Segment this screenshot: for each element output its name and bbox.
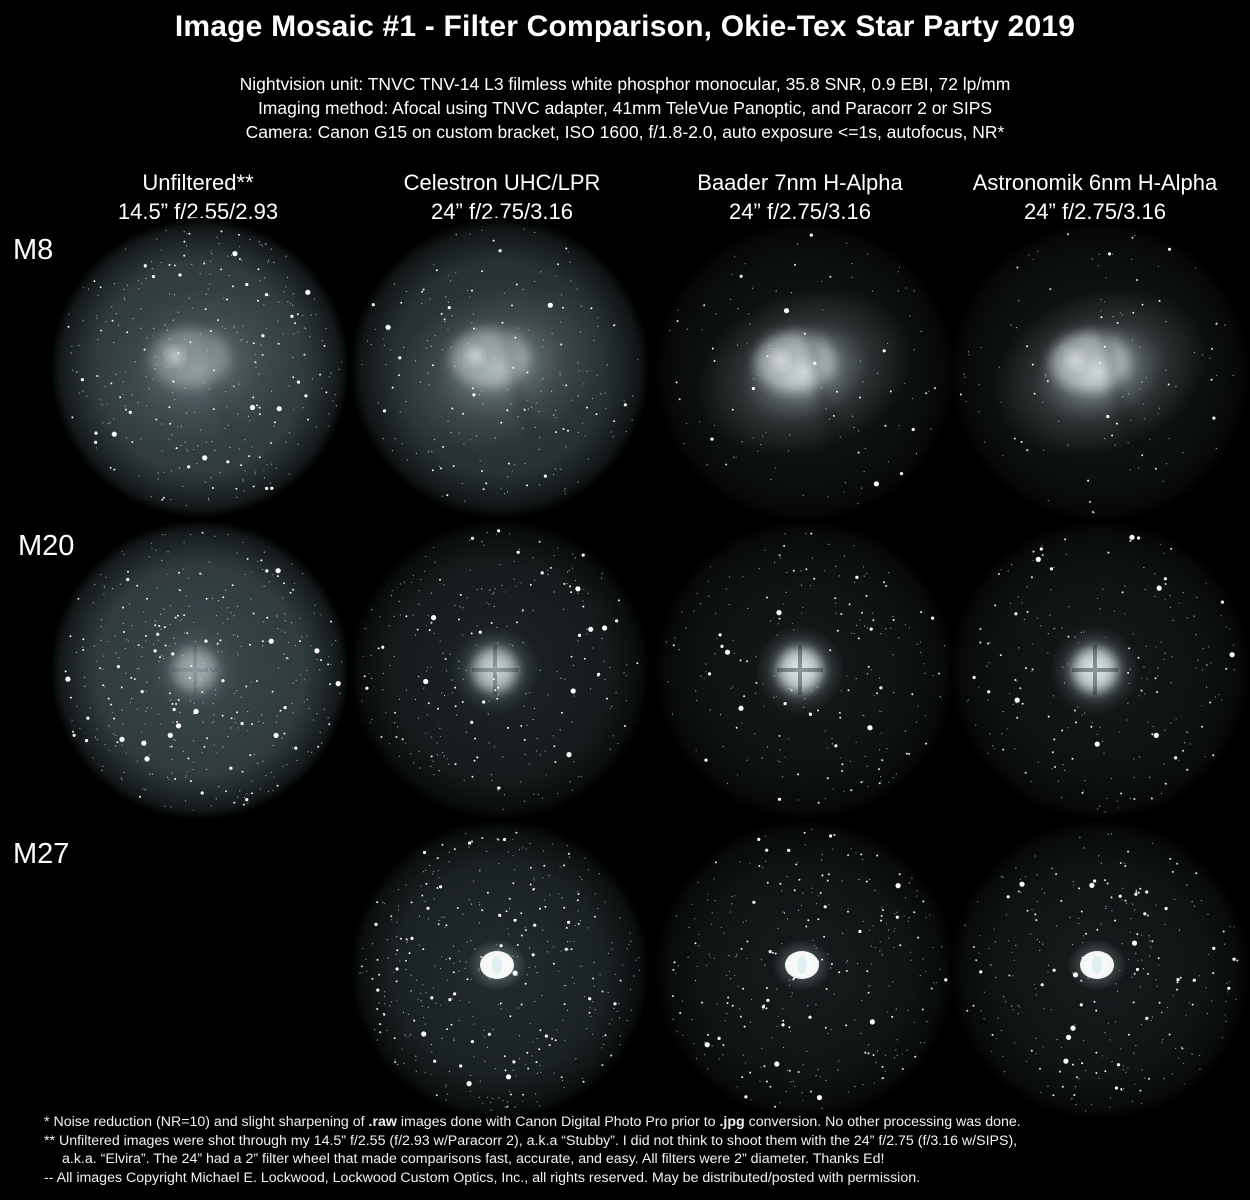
- mosaic-title: Image Mosaic #1 - Filter Comparison, Oki…: [174, 10, 1076, 43]
- m8-astronomik-image: [950, 222, 1250, 522]
- row-label-m8: M8: [13, 234, 54, 266]
- footnotes: * Noise reduction (NR=10) and slight sha…: [44, 1113, 1244, 1187]
- nightvision-line: Nightvision unit: TNVC TNV-14 L3 filmles…: [239, 74, 1011, 94]
- filter-name: Unfiltered**: [142, 170, 254, 195]
- footnote-copyright: -- All images Copyright Michael E. Lockw…: [44, 1169, 921, 1186]
- scope-spec: 24” f/2.75/3.16: [1024, 199, 1166, 224]
- filter-name: Astronomik 6nm H-Alpha: [972, 170, 1218, 195]
- footnote-unfiltered-continued: a.k.a. “Elvira”. The 24” had a 2” filter…: [62, 1151, 885, 1167]
- m27-baader-image: [655, 820, 955, 1120]
- imaging-line: Imaging method: Afocal using TNVC adapte…: [257, 98, 993, 118]
- m20-astronomik-image: [950, 520, 1250, 820]
- footnote-unfiltered: ** Unfiltered images were shot through m…: [44, 1132, 1018, 1149]
- m8-unfiltered-image: [50, 218, 350, 518]
- m8-uhc-image: [350, 218, 650, 518]
- m27-astronomik-image: [950, 820, 1250, 1120]
- scope-spec: 24” f/2.75/3.16: [729, 199, 871, 224]
- row-label-m20: M20: [18, 530, 75, 562]
- filter-name: Celestron UHC/LPR: [403, 170, 601, 195]
- row-label-m27: M27: [13, 838, 70, 870]
- m27-uhc-image: [350, 820, 650, 1120]
- m20-uhc-image: [350, 520, 650, 820]
- m8-baader-image: [655, 222, 955, 522]
- setup-info: Nightvision unit: TNVC TNV-14 L3 filmles…: [0, 72, 1250, 144]
- column-header-astronomik: Astronomik 6nm H-Alpha 24” f/2.75/3.16: [945, 168, 1245, 226]
- footnote-noise-reduction: * Noise reduction (NR=10) and slight sha…: [44, 1114, 1021, 1130]
- m20-baader-image: [655, 520, 955, 820]
- camera-line: Camera: Canon G15 on custom bracket, ISO…: [245, 122, 1005, 142]
- raw-format: .raw: [368, 1114, 397, 1130]
- column-header-uhc: Celestron UHC/LPR 24” f/2.75/3.16: [352, 168, 652, 226]
- column-header-unfiltered: Unfiltered** 14.5” f/2.55/2.93: [48, 168, 348, 226]
- jpg-format: .jpg: [719, 1114, 745, 1130]
- column-header-baader: Baader 7nm H-Alpha 24” f/2.75/3.16: [650, 168, 950, 226]
- filter-name: Baader 7nm H-Alpha: [697, 170, 903, 195]
- m20-unfiltered-image: [50, 520, 350, 820]
